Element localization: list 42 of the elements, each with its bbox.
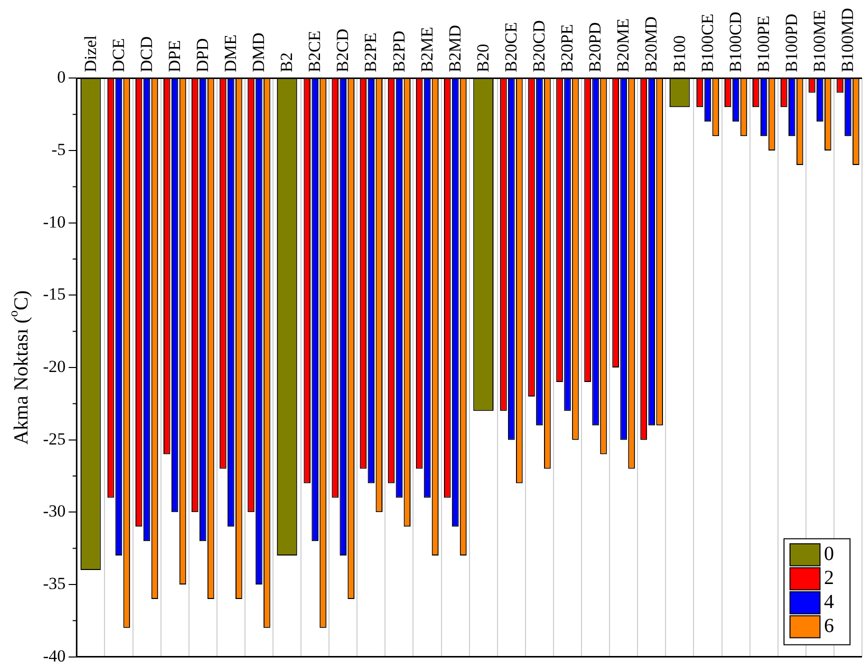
x-tick-label: DME: [220, 34, 240, 72]
x-tick-label: B2CE: [305, 30, 324, 72]
x-tick-label: B20PD: [586, 22, 605, 72]
legend-label: 2: [824, 567, 834, 590]
y-tick-label: -10: [42, 212, 66, 232]
x-tick-label: B2PE: [361, 32, 380, 72]
x-tick-label: B2ME: [417, 26, 436, 72]
x-tick-label: B2CD: [333, 28, 352, 72]
x-tick-label: B2: [277, 52, 296, 72]
x-tick-label: B100: [670, 35, 689, 72]
y-tick-label: -40: [42, 646, 66, 666]
x-tick-label: B100CE: [698, 14, 717, 72]
x-tick-label: B2PD: [389, 30, 408, 72]
x-tick-label: Dizel: [80, 35, 100, 72]
x-tick-label: B100PE: [754, 16, 773, 72]
x-tick-label: B100CD: [726, 12, 745, 72]
y-tick-label: -25: [42, 429, 66, 448]
y-tick-label: -20: [42, 356, 66, 376]
y-tick-label: -15: [42, 284, 66, 304]
legend-label: 6: [824, 615, 834, 638]
x-tick-label: DMD: [249, 32, 268, 72]
x-tick-label: B20: [473, 44, 492, 72]
x-tick-label: B100ME: [810, 10, 829, 72]
legend-label: 0: [824, 543, 834, 566]
x-tick-label: B20CD: [530, 20, 549, 72]
x-tick-label: DPD: [192, 38, 212, 72]
y-tick-label: -5: [51, 140, 66, 160]
x-tick-label: DPE: [164, 40, 184, 72]
x-tick-label: DCE: [108, 38, 128, 72]
x-tick-label: DCD: [136, 36, 156, 72]
x-tick-label: B20MD: [642, 16, 661, 72]
x-tick-label: B2MD: [445, 24, 464, 72]
y-tick-label: -35: [42, 574, 66, 593]
legend-label: 4: [824, 591, 834, 614]
x-tick-label: B20PE: [558, 24, 577, 72]
x-tick-label: B20ME: [614, 18, 633, 72]
x-tick-label: B20CE: [501, 22, 520, 72]
y-tick-label: 0: [57, 68, 66, 87]
x-tick-label: B100PD: [782, 14, 801, 72]
y-tick-label: -30: [42, 502, 66, 521]
x-tick-label: B100MD: [838, 8, 858, 72]
y-axis-title: Akma Noktası (oC): [5, 290, 32, 445]
